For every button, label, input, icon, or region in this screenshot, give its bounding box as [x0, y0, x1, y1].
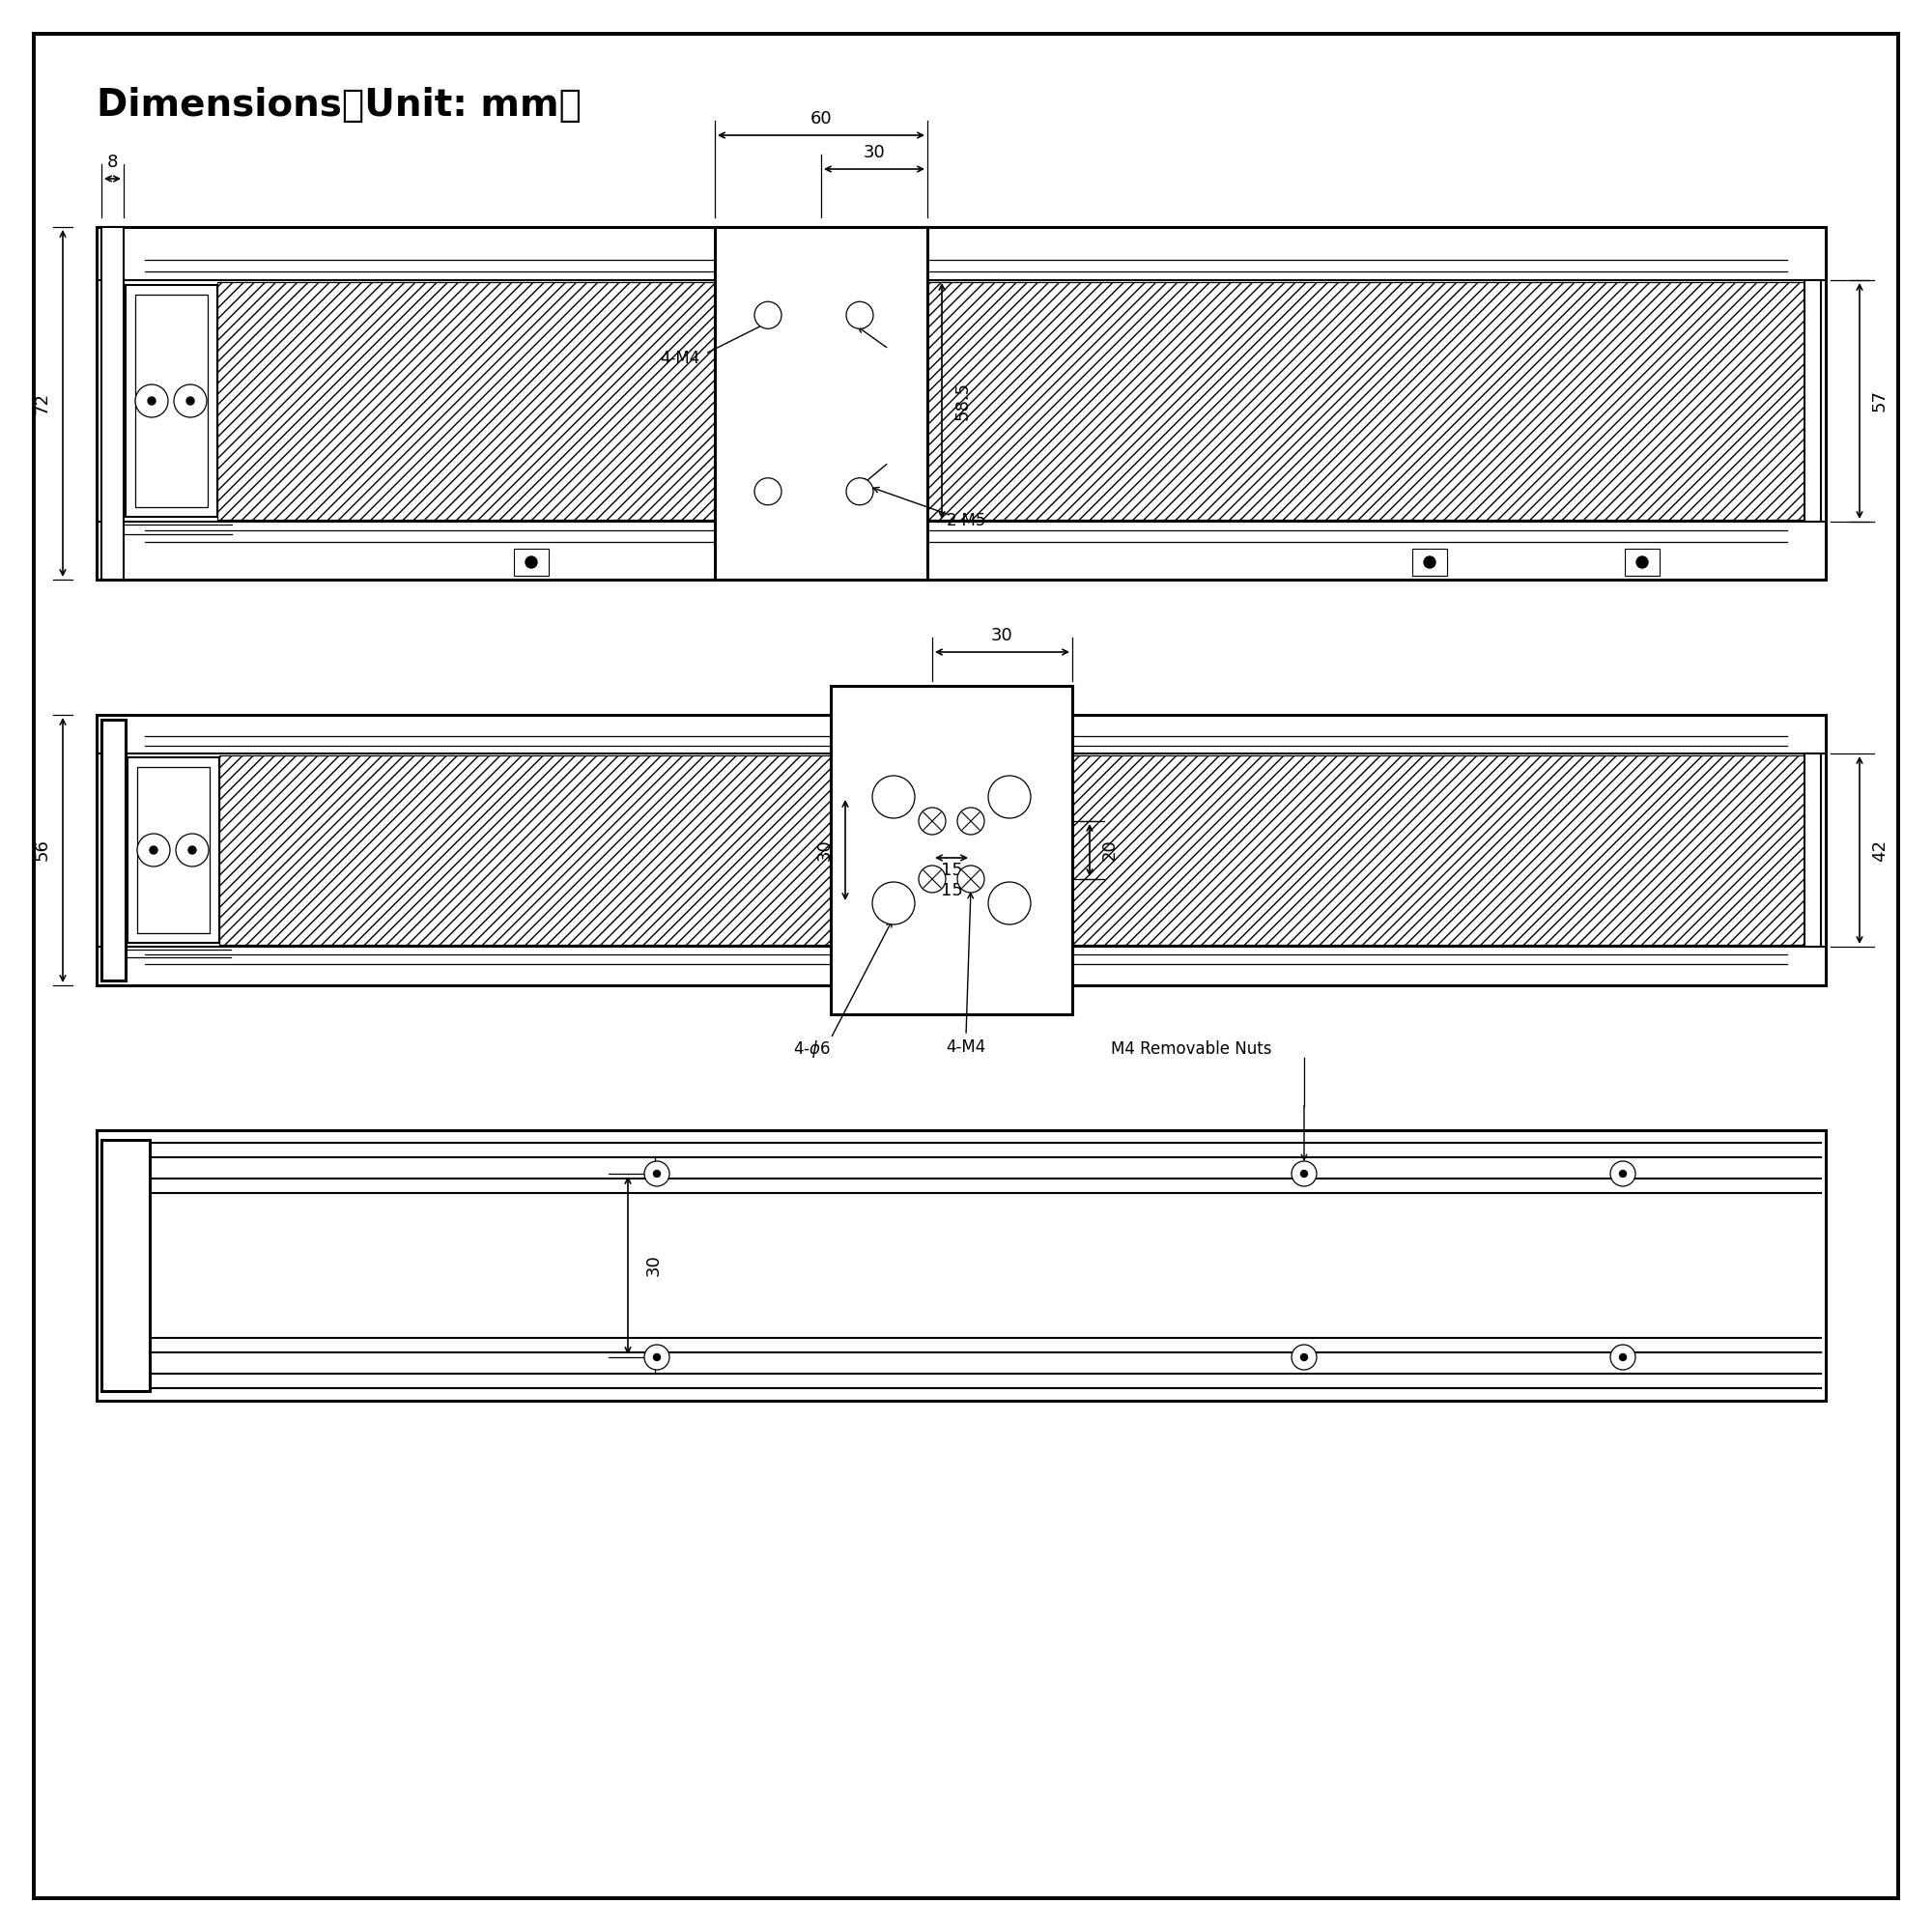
- Circle shape: [1619, 1354, 1627, 1360]
- Circle shape: [873, 883, 916, 925]
- Bar: [126, 284, 216, 516]
- Circle shape: [956, 866, 983, 893]
- Circle shape: [645, 1161, 670, 1186]
- Circle shape: [653, 1171, 661, 1177]
- Circle shape: [1424, 556, 1435, 568]
- Text: 72: 72: [35, 392, 50, 415]
- Bar: [927, 282, 1804, 520]
- Circle shape: [1291, 1345, 1318, 1370]
- Text: 30: 30: [991, 626, 1012, 645]
- Circle shape: [135, 384, 168, 417]
- Circle shape: [137, 835, 170, 866]
- Circle shape: [1611, 1345, 1634, 1370]
- Circle shape: [1300, 1171, 1308, 1177]
- Bar: [100, 226, 124, 580]
- Circle shape: [920, 808, 947, 835]
- Bar: [1804, 280, 1820, 522]
- Circle shape: [1619, 1171, 1627, 1177]
- Text: 4-M4: 4-M4: [947, 1039, 985, 1055]
- Circle shape: [1291, 1161, 1318, 1186]
- Text: M4 Removable Nuts: M4 Removable Nuts: [1111, 1039, 1271, 1057]
- Bar: [831, 686, 1072, 1014]
- Text: 30: 30: [817, 838, 835, 862]
- Bar: [97, 715, 1826, 985]
- Bar: [715, 226, 927, 580]
- Bar: [514, 549, 549, 576]
- Circle shape: [176, 835, 209, 866]
- Bar: [1412, 549, 1447, 576]
- Circle shape: [526, 556, 537, 568]
- Circle shape: [653, 1354, 661, 1360]
- Bar: [1072, 755, 1804, 945]
- Circle shape: [920, 866, 947, 893]
- Circle shape: [846, 477, 873, 504]
- Text: 4-$\phi$6: 4-$\phi$6: [792, 1039, 831, 1059]
- Text: 56: 56: [35, 838, 50, 862]
- Circle shape: [151, 846, 158, 854]
- Text: 8: 8: [106, 155, 118, 172]
- Circle shape: [753, 477, 781, 504]
- Text: 30: 30: [864, 145, 885, 162]
- Text: 42: 42: [1870, 838, 1889, 862]
- Circle shape: [187, 396, 195, 404]
- Circle shape: [645, 1345, 670, 1370]
- Circle shape: [1611, 1161, 1634, 1186]
- Text: 15: 15: [941, 881, 962, 900]
- Circle shape: [147, 396, 155, 404]
- Bar: [220, 755, 831, 945]
- Circle shape: [1636, 556, 1648, 568]
- Text: Dimensions（Unit: mm）: Dimensions（Unit: mm）: [97, 87, 582, 124]
- Bar: [216, 282, 715, 520]
- Circle shape: [989, 775, 1032, 819]
- Text: 60: 60: [810, 110, 833, 128]
- Circle shape: [753, 301, 781, 328]
- Circle shape: [1300, 1354, 1308, 1360]
- Bar: [100, 719, 126, 980]
- Bar: [100, 1140, 151, 1391]
- Circle shape: [189, 846, 197, 854]
- Bar: [1804, 753, 1820, 947]
- Circle shape: [989, 883, 1032, 925]
- Bar: [137, 767, 209, 933]
- Text: 57: 57: [1870, 390, 1889, 412]
- Text: 30: 30: [645, 1254, 663, 1277]
- Bar: [128, 757, 220, 943]
- Text: 4-M4: 4-M4: [661, 350, 699, 367]
- Bar: [97, 1130, 1826, 1401]
- Circle shape: [873, 775, 916, 819]
- Circle shape: [956, 808, 983, 835]
- Text: 20: 20: [1101, 838, 1119, 862]
- Text: 58.5: 58.5: [954, 381, 972, 421]
- Bar: [97, 226, 1826, 580]
- Circle shape: [846, 301, 873, 328]
- Text: 2-M5: 2-M5: [947, 512, 987, 529]
- Bar: [1625, 549, 1660, 576]
- Bar: [135, 294, 209, 506]
- Circle shape: [174, 384, 207, 417]
- Text: 15: 15: [941, 862, 962, 879]
